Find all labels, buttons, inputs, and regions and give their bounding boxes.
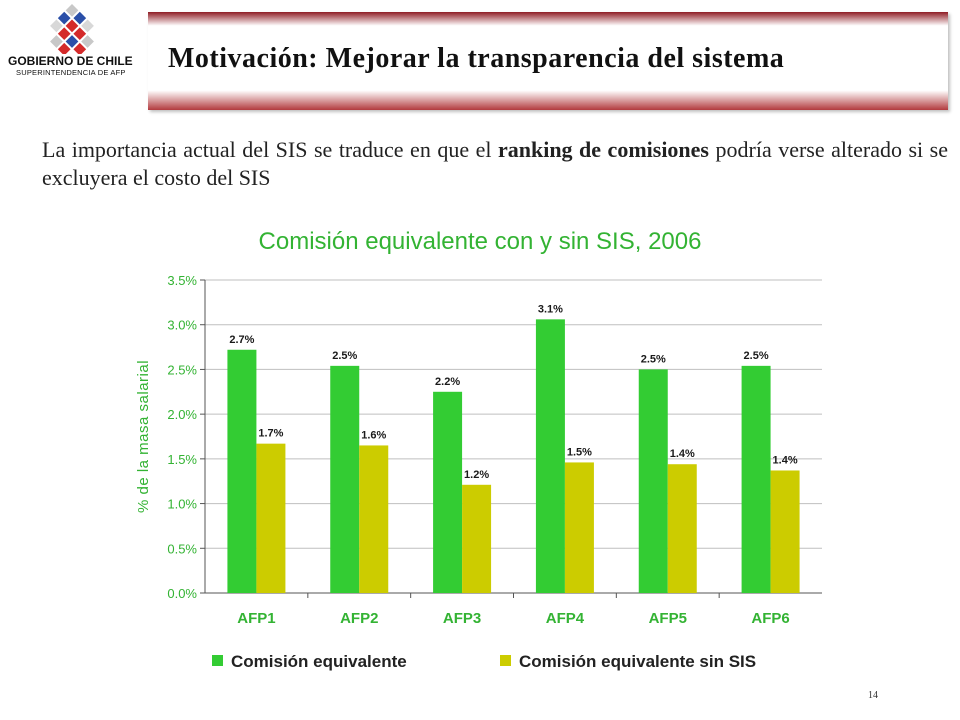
legend-item-series-1: Comisión equivalente — [212, 652, 407, 672]
data-label: 3.1% — [538, 303, 563, 315]
bar-series-2-afp6 — [770, 470, 800, 593]
y-tick-label: 0.0% — [167, 586, 197, 601]
y-tick-label: 3.0% — [167, 318, 197, 333]
data-label: 1.5% — [567, 446, 592, 458]
logo-org-subtitle: SUPERINTENDENCIA DE AFP — [16, 68, 126, 77]
bar-series-1-afp2 — [330, 365, 360, 593]
data-label: 2.5% — [641, 353, 666, 365]
x-tick-label: AFP2 — [340, 610, 378, 627]
lead-bold: ranking de comisiones — [497, 137, 709, 162]
title-banner: Motivación: Mejorar la transparencia del… — [148, 12, 948, 110]
x-tick-label: AFP6 — [751, 610, 789, 627]
x-tick-label: AFP3 — [443, 610, 481, 627]
bar-series-2-afp4 — [564, 462, 594, 593]
legend-swatch-series-1 — [212, 655, 223, 666]
data-label: 1.2% — [464, 469, 489, 481]
lead-paragraph: La importancia actual del SIS se traduce… — [42, 136, 948, 192]
bar-series-1-afp1 — [227, 349, 257, 593]
bar-series-1-afp3 — [433, 391, 463, 593]
y-tick-label: 3.5% — [167, 273, 197, 288]
government-logo: GOBIERNO DE CHILE SUPERINTENDENCIA DE AF… — [8, 2, 138, 102]
bar-series-1-afp4 — [535, 319, 565, 593]
slide-title: Motivación: Mejorar la transparencia del… — [168, 43, 785, 74]
y-tick-label: 2.5% — [167, 362, 197, 377]
bar-series-1-afp6 — [741, 365, 771, 593]
legend-label-series-1: Comisión equivalente — [231, 652, 407, 671]
lead-text-1: La importancia actual del SIS se traduce… — [42, 137, 498, 162]
y-tick-label: 1.0% — [167, 497, 197, 512]
data-label: 2.5% — [744, 350, 769, 362]
data-label: 1.6% — [361, 429, 386, 441]
bar-series-2-afp2 — [359, 445, 389, 593]
logo-emblem-icon — [50, 4, 94, 54]
data-label: 1.4% — [670, 448, 695, 460]
x-tick-label: AFP5 — [649, 610, 687, 627]
page-number: 14 — [868, 690, 878, 701]
legend-item-series-2: Comisión equivalente sin SIS — [500, 652, 756, 672]
data-label: 1.4% — [773, 454, 798, 466]
x-tick-label: AFP4 — [546, 610, 585, 627]
y-tick-label: 2.0% — [167, 407, 197, 422]
lead-text-2: podría verse alterado si se excluyera el… — [42, 137, 948, 190]
data-label: 2.5% — [332, 350, 357, 362]
logo-org-name: GOBIERNO DE CHILE — [8, 54, 133, 68]
bar-series-1-afp5 — [638, 369, 668, 593]
bar-series-2-afp3 — [462, 484, 492, 593]
data-label: 1.7% — [258, 428, 283, 440]
x-tick-label: AFP1 — [237, 610, 275, 627]
y-tick-label: 0.5% — [167, 541, 197, 556]
data-label: 2.2% — [435, 376, 460, 388]
data-label: 2.7% — [229, 334, 254, 346]
bar-series-2-afp5 — [667, 464, 697, 593]
bar-series-2-afp1 — [256, 443, 286, 593]
y-axis-label: % de la masa salarial — [135, 360, 152, 513]
chart-title: Comisión equivalente con y sin SIS, 2006 — [258, 228, 702, 255]
legend-swatch-series-2 — [500, 655, 511, 666]
y-tick-label: 1.5% — [167, 452, 197, 467]
legend-label-series-2: Comisión equivalente sin SIS — [519, 652, 757, 671]
